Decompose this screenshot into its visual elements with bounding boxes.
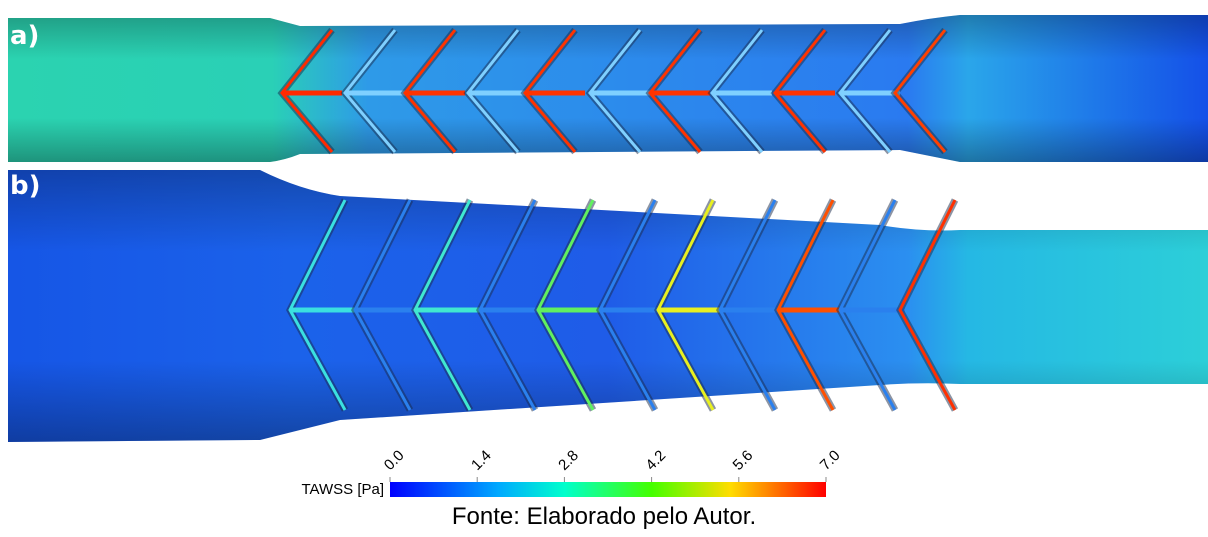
figure: a) b) TAWSS [Pa] 0.0 1.4 2.8 4.2 5.6 7.0 Font…: [0, 0, 1208, 537]
colorbar-tick-label: 7.0: [817, 447, 844, 474]
panel-label: a): [10, 21, 39, 51]
colorbar: TAWSS [Pa] 0.0 1.4 2.8 4.2 5.6 7.0: [301, 447, 843, 498]
colorbar-label: TAWSS [Pa]: [301, 481, 384, 498]
panel-a: a): [8, 15, 1208, 162]
caption: Fonte: Elaborado pelo Autor.: [452, 503, 756, 530]
colorbar-tick-label: 4.2: [642, 447, 669, 474]
panel-b: b): [8, 170, 1208, 442]
colorbar-tick-label: 2.8: [555, 447, 582, 474]
colorbar-tick-label: 0.0: [381, 447, 408, 474]
colorbar-tick-label: 1.4: [468, 447, 495, 474]
colorbar-gradient: [390, 482, 826, 497]
colorbar-tick-label: 5.6: [730, 447, 757, 474]
panel-label: b): [10, 171, 41, 201]
